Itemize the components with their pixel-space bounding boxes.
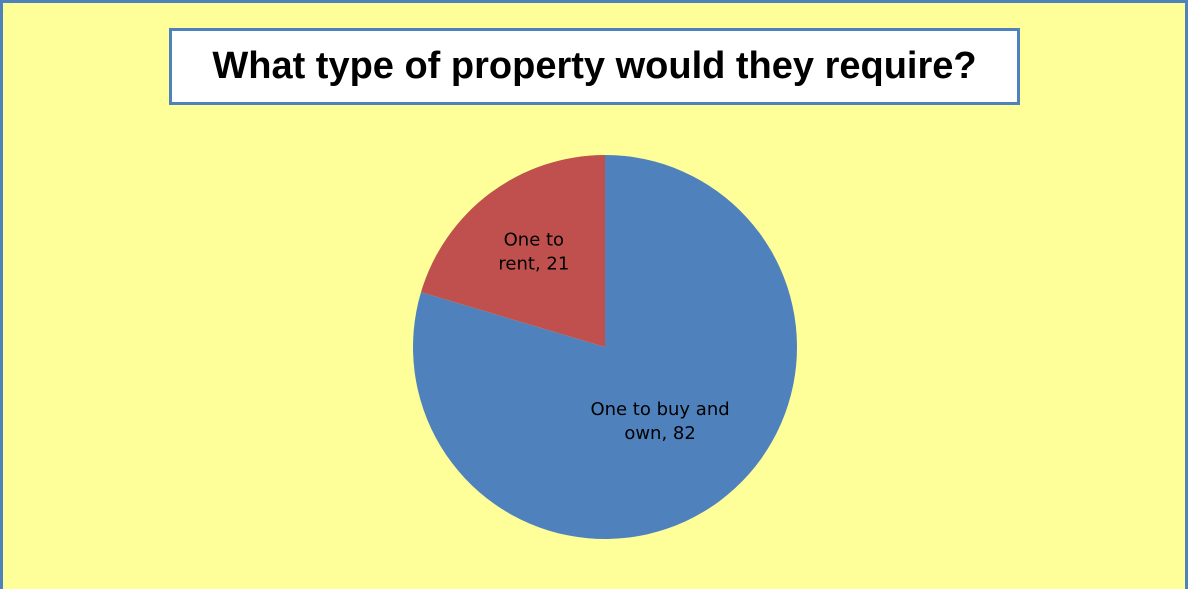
chart-title: What type of property would they require… xyxy=(212,45,977,87)
pie-slice-rent xyxy=(421,155,605,347)
data-labels: One to buy and own, 82 One to rent, 21 xyxy=(498,230,729,444)
pie-slice-buy-and-own xyxy=(413,155,798,539)
data-label-rent: One to rent, 21 xyxy=(498,230,569,275)
pie-slices xyxy=(413,155,798,539)
data-label-buy-and-own: One to buy and own, 82 xyxy=(590,399,729,444)
chart-title-box: What type of property would they require… xyxy=(169,28,1020,105)
